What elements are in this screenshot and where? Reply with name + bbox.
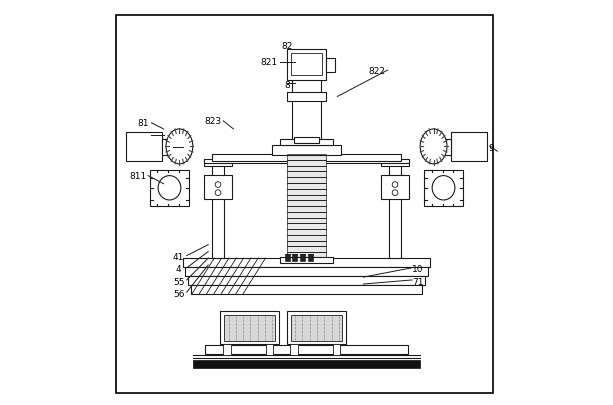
Bar xyxy=(294,138,319,144)
Bar xyxy=(212,155,401,162)
Circle shape xyxy=(215,190,221,196)
Bar xyxy=(287,160,326,166)
Bar xyxy=(185,267,428,276)
Bar xyxy=(204,160,409,164)
Ellipse shape xyxy=(432,176,455,200)
Bar xyxy=(162,140,173,156)
Bar xyxy=(204,176,232,199)
Bar xyxy=(287,178,326,183)
Bar xyxy=(212,163,224,258)
Text: 82: 82 xyxy=(281,42,292,51)
Bar xyxy=(451,133,487,162)
Circle shape xyxy=(215,182,221,188)
Bar xyxy=(291,315,342,341)
Circle shape xyxy=(392,182,398,188)
Bar xyxy=(287,195,326,201)
Bar xyxy=(287,172,326,178)
Bar xyxy=(272,146,341,156)
Bar xyxy=(389,163,401,258)
Text: 41: 41 xyxy=(173,253,185,262)
Bar xyxy=(381,176,409,199)
Bar xyxy=(287,224,326,230)
Bar xyxy=(291,344,297,356)
Bar xyxy=(204,162,232,167)
Bar xyxy=(287,311,346,344)
Bar xyxy=(287,155,326,160)
Text: 56: 56 xyxy=(173,289,185,298)
Bar xyxy=(424,170,463,207)
Bar xyxy=(221,311,280,344)
Bar xyxy=(287,93,326,101)
Text: 823: 823 xyxy=(205,117,222,126)
Bar xyxy=(287,230,326,235)
Ellipse shape xyxy=(420,130,447,164)
Bar xyxy=(292,77,321,140)
Bar xyxy=(333,344,340,356)
Bar xyxy=(287,183,326,189)
Bar xyxy=(287,218,326,224)
Text: 71: 71 xyxy=(413,277,424,286)
Ellipse shape xyxy=(158,176,181,200)
Text: 81: 81 xyxy=(137,119,149,128)
Bar xyxy=(287,247,326,253)
Bar xyxy=(287,166,326,172)
Text: 55: 55 xyxy=(173,277,185,286)
Circle shape xyxy=(392,190,398,196)
Bar xyxy=(286,254,291,261)
Bar xyxy=(280,258,333,263)
Bar xyxy=(300,254,305,261)
Bar xyxy=(326,59,335,73)
Bar xyxy=(193,360,420,369)
Bar xyxy=(280,140,333,146)
Bar xyxy=(266,344,273,356)
Bar xyxy=(191,285,422,294)
Bar xyxy=(440,140,451,156)
Text: 822: 822 xyxy=(368,66,385,75)
Bar xyxy=(223,344,230,356)
Bar xyxy=(291,54,322,76)
Text: 821: 821 xyxy=(261,58,278,67)
Bar xyxy=(287,241,326,247)
Bar xyxy=(308,254,313,261)
Bar xyxy=(292,254,297,261)
Bar xyxy=(150,170,189,207)
Bar xyxy=(287,201,326,207)
Text: 813: 813 xyxy=(158,143,175,152)
Bar xyxy=(205,345,408,354)
Bar xyxy=(287,207,326,212)
Text: 4: 4 xyxy=(176,265,181,274)
Bar xyxy=(188,276,425,285)
Bar xyxy=(287,189,326,195)
Text: 811: 811 xyxy=(129,172,147,181)
Text: 8: 8 xyxy=(284,81,290,90)
Bar xyxy=(287,49,326,81)
Bar xyxy=(126,133,162,162)
Bar xyxy=(287,212,326,218)
Text: 9: 9 xyxy=(489,143,494,152)
Text: 812: 812 xyxy=(135,131,152,140)
Bar xyxy=(381,162,409,167)
Bar xyxy=(183,258,430,267)
Bar xyxy=(287,253,326,258)
Bar xyxy=(287,235,326,241)
Bar xyxy=(224,315,275,341)
Ellipse shape xyxy=(166,130,193,164)
Text: 10: 10 xyxy=(413,265,424,274)
